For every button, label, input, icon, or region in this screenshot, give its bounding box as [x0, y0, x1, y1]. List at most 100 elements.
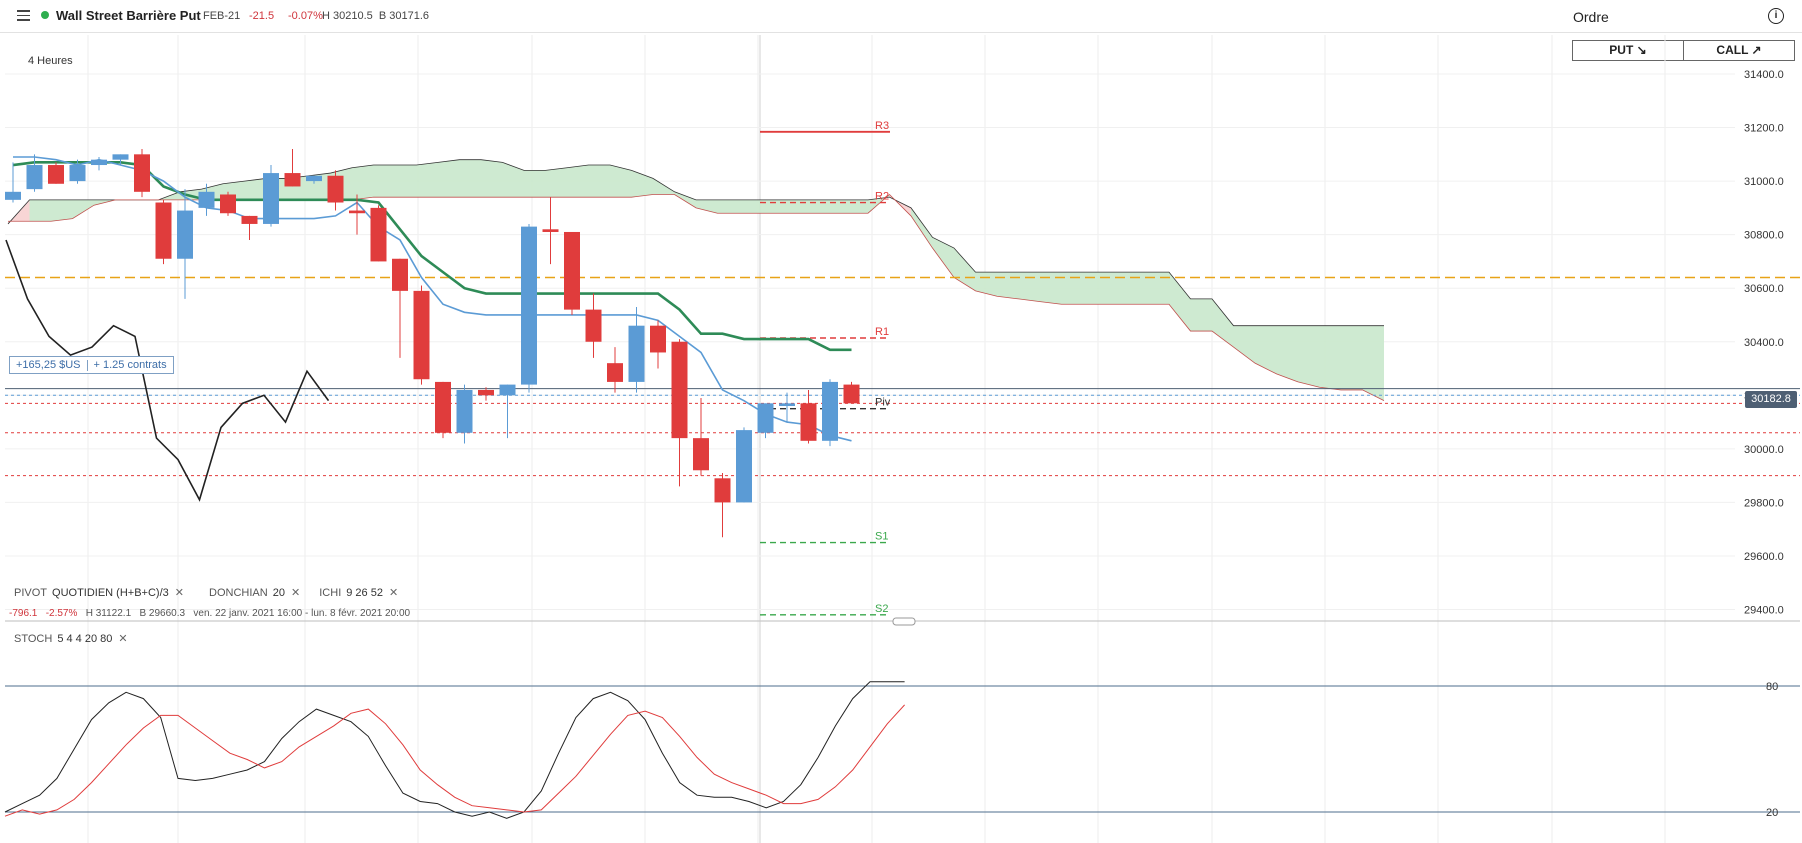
instrument-title[interactable]: Wall Street Barrière Put — [56, 8, 201, 23]
candle-body — [650, 325, 666, 353]
price-axis-tick-label: 31200.0 — [1744, 123, 1784, 135]
candle-body — [585, 309, 602, 342]
price-axis-tick-label: 29800.0 — [1744, 497, 1784, 509]
stoch-legend-params: 5 4 4 20 80 — [57, 633, 113, 645]
candle-body — [284, 173, 301, 187]
candle-body — [198, 191, 215, 208]
range-high-low: H 31122.1 B 29660.3 — [85, 608, 186, 619]
pivot-level-label: R3 — [875, 120, 889, 132]
candle-body — [370, 207, 387, 262]
candle-body — [693, 438, 709, 471]
candle-body — [220, 194, 236, 214]
candle-body — [413, 290, 430, 380]
donchian-lower-line — [13, 156, 852, 442]
instrument-high-low: H 30210.5 B 30171.6 — [322, 10, 430, 22]
candle-body — [134, 154, 150, 192]
kumo-bullish — [29, 159, 890, 222]
candle-body — [5, 191, 21, 200]
donchian-legend-name[interactable]: DONCHIAN — [209, 587, 268, 599]
candle-body — [26, 165, 43, 190]
candle-body — [263, 173, 279, 224]
remove-stoch-icon[interactable]: ✕ — [118, 633, 128, 645]
instrument-change-pct: -0.07% — [288, 10, 323, 22]
remove-ichimoku-icon[interactable]: ✕ — [388, 587, 399, 599]
pane-resize-handle — [892, 617, 916, 626]
candle-body — [736, 430, 752, 503]
candle-body — [757, 403, 774, 433]
price-axis-tick-label: 29600.0 — [1744, 551, 1784, 563]
ichimoku-legend-params: 9 26 52 — [346, 587, 383, 599]
indicator-legend: PIVOT QUOTIDIEN (H+B+C)/3 ✕ DONCHIAN 20 ✕ IC… — [14, 586, 402, 599]
range-dates: ven. 22 janv. 2021 16:00 - lun. 8 févr. … — [193, 608, 411, 619]
candle-body — [327, 175, 344, 203]
candle-body — [671, 341, 688, 439]
hamburger-menu-icon[interactable] — [17, 10, 30, 21]
candle-body — [843, 384, 860, 404]
candle-body — [435, 381, 451, 433]
candle-body — [91, 159, 107, 166]
stoch-axis-tick-label: 20 — [1766, 807, 1778, 819]
pivot-level-label: R1 — [875, 326, 889, 338]
candle-body — [478, 389, 494, 396]
candle-body — [112, 154, 129, 160]
price-axis-tick-label: 30000.0 — [1744, 444, 1784, 456]
candle-body — [714, 478, 731, 503]
timeframe-label[interactable]: 4 Heures — [28, 55, 73, 67]
stoch-axis-tick-label: 80 — [1766, 681, 1778, 693]
info-icon[interactable]: i — [1768, 8, 1784, 24]
lagging-span-line — [5, 239, 330, 502]
stoch-legend-name[interactable]: STOCH — [14, 633, 53, 645]
candle-body — [564, 231, 580, 310]
candle-body — [628, 325, 645, 382]
candle-body — [499, 384, 516, 396]
order-panel-title: Ordre — [1573, 9, 1609, 25]
range-change: -796.1 — [9, 608, 38, 619]
pivot-level-label: R2 — [875, 191, 889, 203]
position-pnl: +165,25 $US — [16, 359, 81, 371]
position-separator — [86, 359, 88, 371]
candle-body — [392, 258, 408, 291]
candle-body — [607, 363, 623, 382]
call-button[interactable]: CALL ↗ — [1683, 41, 1794, 60]
top-bar: Wall Street Barrière Put FEB-21 -21.5 -0… — [0, 0, 1802, 33]
candle-body — [349, 210, 365, 214]
price-axis-tick-label: 30600.0 — [1744, 283, 1784, 295]
candle-body — [779, 403, 795, 407]
candle-body — [822, 381, 838, 441]
candle-body — [306, 175, 322, 182]
candle-body — [69, 165, 86, 182]
candle-body — [241, 215, 258, 224]
candle-body — [48, 165, 64, 184]
donchian-legend-params: 20 — [272, 587, 285, 599]
kumo-span-a-line — [7, 159, 1384, 327]
pivot-level-label: S2 — [875, 603, 888, 615]
ichimoku-legend-name[interactable]: ICHI — [319, 587, 342, 599]
price-axis-tick-label: 31400.0 — [1744, 69, 1784, 81]
range-change-pct: -2.57% — [45, 608, 78, 619]
current-price-badge: 30182.8 — [1745, 391, 1797, 408]
pivot-level-label: S1 — [875, 531, 888, 543]
candle-body — [521, 226, 537, 385]
price-axis-tick-label: 30400.0 — [1744, 337, 1784, 349]
candle-body — [800, 403, 817, 441]
stoch-k-line — [4, 681, 905, 819]
pivot-legend-name[interactable]: PIVOT — [14, 587, 48, 599]
candle-body — [456, 389, 473, 433]
pivot-legend-params: QUOTIDIEN (H+B+C)/3 — [52, 587, 169, 599]
price-axis-tick-label: 29400.0 — [1744, 605, 1784, 617]
price-axis-tick-label: 30800.0 — [1744, 230, 1784, 242]
put-call-toggle: PUT ↘ CALL ↗ — [1572, 40, 1795, 61]
position-label[interactable]: +165,25 $US + 1.25 contrats — [9, 356, 174, 374]
instrument-expiry: FEB-21 — [203, 10, 241, 22]
candle-body — [542, 229, 559, 232]
price-axis-tick-label: 31000.0 — [1744, 176, 1784, 188]
stoch-d-line — [4, 704, 905, 817]
remove-donchian-icon[interactable]: ✕ — [290, 587, 301, 599]
put-button[interactable]: PUT ↘ — [1609, 43, 1647, 57]
stoch-legend: STOCH 5 4 4 20 80 ✕ — [14, 632, 132, 645]
candle-body — [177, 210, 193, 259]
remove-pivot-icon[interactable]: ✕ — [174, 587, 184, 599]
market-status-dot — [41, 11, 49, 19]
instrument-change: -21.5 — [249, 10, 275, 22]
